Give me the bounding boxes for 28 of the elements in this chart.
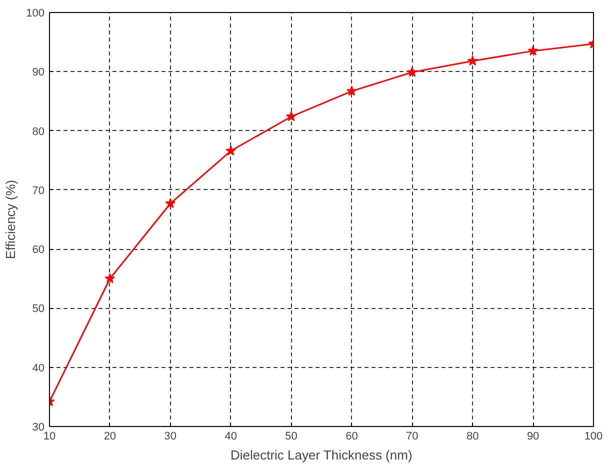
point [467, 55, 478, 66]
x-tick-label: 60 [346, 430, 358, 442]
y-tick-label: 100 [26, 8, 45, 20]
y-tick-label: 70 [32, 184, 45, 197]
y-tick-label: 40 [32, 362, 45, 374]
x-tick-label: 40 [224, 430, 237, 442]
x-tick-label: 20 [104, 430, 116, 442]
x-tick-label: 70 [406, 430, 418, 442]
x-tick-label: 80 [466, 430, 479, 442]
point [406, 66, 418, 77]
x-tick-label: 30 [164, 430, 177, 442]
point [286, 111, 297, 122]
point [528, 45, 538, 56]
x-tick-label: 10 [43, 430, 56, 442]
y-tick-label: 90 [32, 66, 45, 79]
point [165, 198, 176, 208]
x-axis-title: Dielectric Layer Thickness (nm) [230, 448, 412, 462]
y-axis-title: Efficiency (%) [3, 180, 18, 260]
point [226, 145, 236, 156]
y-tick-label: 50 [32, 303, 45, 316]
x-tick-label: 50 [285, 430, 298, 442]
x-tick-label: 100 [584, 430, 603, 442]
x-tick-label: 90 [526, 430, 540, 442]
point [104, 273, 116, 284]
y-tick-label: 60 [32, 244, 45, 256]
y-tick-label: 30 [32, 422, 45, 434]
y-tick-label: 80 [32, 126, 45, 138]
point [346, 86, 357, 96]
